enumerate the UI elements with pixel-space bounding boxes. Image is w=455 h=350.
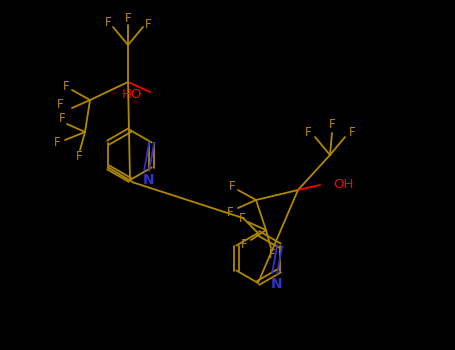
Text: F: F [54, 135, 61, 148]
Text: F: F [105, 16, 111, 29]
Text: F: F [76, 149, 82, 162]
Text: F: F [59, 112, 66, 126]
Text: F: F [125, 13, 131, 26]
Text: F: F [145, 19, 152, 32]
Text: F: F [269, 247, 275, 260]
Text: F: F [305, 126, 311, 140]
Text: F: F [349, 126, 355, 140]
Text: F: F [329, 119, 335, 132]
Text: F: F [57, 98, 63, 112]
Text: F: F [241, 238, 248, 252]
Text: HO: HO [121, 88, 142, 100]
Text: F: F [63, 79, 69, 92]
Text: N: N [143, 174, 154, 188]
Text: F: F [227, 205, 233, 218]
Text: F: F [239, 211, 245, 224]
Text: N: N [271, 276, 283, 290]
Text: OH: OH [333, 178, 354, 191]
Text: F: F [229, 180, 235, 193]
